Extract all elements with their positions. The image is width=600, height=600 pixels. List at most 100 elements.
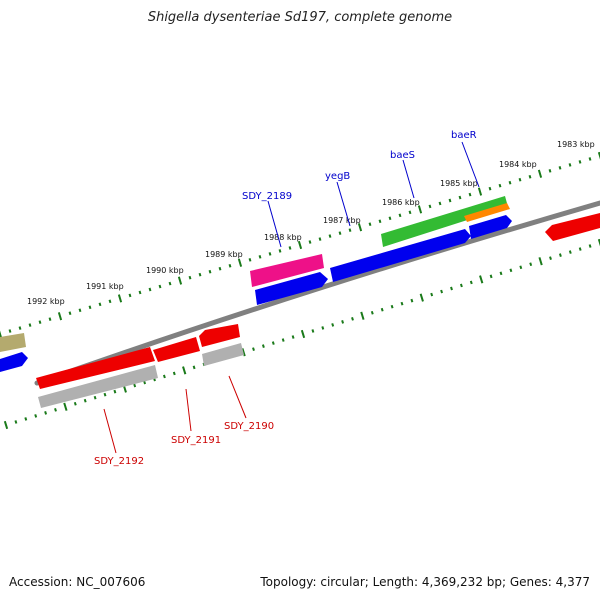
minor-tick bbox=[258, 255, 262, 259]
gene-arrow-blue[interactable] bbox=[255, 272, 328, 305]
major-tick bbox=[63, 402, 68, 411]
minor-tick bbox=[133, 383, 137, 388]
kbp-labels: 1983 kbp 1984 kbp 1985 kbp 1986 kbp 1987… bbox=[27, 140, 595, 306]
minor-tick bbox=[268, 252, 272, 256]
genome-backbone bbox=[34, 200, 600, 386]
minor-tick bbox=[271, 341, 275, 345]
minor-tick bbox=[458, 195, 462, 200]
major-tick bbox=[357, 223, 363, 232]
minor-tick bbox=[368, 222, 372, 227]
gene-arrow-olive[interactable] bbox=[0, 333, 26, 352]
minor-tick bbox=[410, 298, 414, 303]
minor-tick bbox=[148, 287, 152, 292]
gene-label-sdy2191[interactable]: SDY_2191 bbox=[171, 435, 221, 446]
minor-tick bbox=[558, 253, 562, 257]
gene-arrow-red[interactable] bbox=[545, 213, 600, 241]
minor-tick bbox=[228, 263, 232, 268]
minor-tick bbox=[48, 317, 52, 321]
minor-tick bbox=[288, 246, 292, 250]
minor-tick bbox=[549, 256, 552, 260]
gene-label-sdy2190[interactable]: SDY_2190 bbox=[224, 421, 274, 432]
gene-arrow-baer[interactable] bbox=[464, 203, 510, 222]
map-title: Shigella dysenteriae Sd197, complete gen… bbox=[147, 10, 453, 25]
major-tick bbox=[538, 257, 543, 266]
minor-tick bbox=[14, 420, 18, 424]
gene-arrow-sdy2192[interactable] bbox=[36, 347, 155, 389]
minor-tick bbox=[440, 289, 444, 294]
minor-tick bbox=[578, 247, 582, 251]
major-tick bbox=[117, 294, 123, 303]
minor-tick bbox=[38, 320, 42, 324]
kbp-label: 1991 kbp bbox=[86, 282, 124, 291]
gene-label-baer[interactable]: baeR bbox=[451, 130, 477, 141]
major-tick bbox=[537, 169, 543, 178]
minor-tick bbox=[548, 169, 552, 173]
major-tick bbox=[297, 240, 303, 250]
minor-tick bbox=[328, 234, 332, 238]
kbp-label: 1985 kbp bbox=[440, 179, 478, 188]
minor-tick bbox=[208, 269, 212, 274]
gene-arrow-yegb[interactable] bbox=[330, 229, 471, 282]
minor-tick bbox=[54, 408, 57, 412]
gene-label-baes[interactable]: baeS bbox=[390, 150, 415, 161]
gene-arrow-blue[interactable] bbox=[0, 352, 28, 372]
minor-tick bbox=[321, 326, 325, 330]
genome-summary-text: Topology: circular; Length: 4,369,232 bp… bbox=[260, 575, 590, 589]
minor-tick bbox=[291, 335, 295, 339]
minor-tick bbox=[88, 305, 92, 310]
major-tick bbox=[3, 420, 9, 430]
minor-tick bbox=[388, 216, 392, 221]
minor-tick bbox=[380, 307, 384, 312]
gene-labels: baeR baeS yegB SDY_2189 SDY_2190 SDY_219… bbox=[94, 130, 477, 467]
minor-tick bbox=[281, 338, 285, 342]
accession-text: Accession: NC_007606 bbox=[9, 575, 146, 589]
minor-tick bbox=[408, 210, 412, 215]
minor-tick bbox=[578, 160, 582, 164]
major-tick bbox=[597, 238, 600, 247]
gene-arrow-grey[interactable] bbox=[38, 365, 158, 408]
minor-tick bbox=[103, 392, 107, 397]
forward-genes bbox=[0, 196, 512, 372]
minor-tick bbox=[248, 258, 252, 262]
kbp-label: 1987 kbp bbox=[323, 216, 361, 225]
major-tick bbox=[237, 258, 243, 267]
minor-tick bbox=[468, 192, 472, 197]
major-tick bbox=[300, 329, 306, 339]
gene-arrow-sdy2191[interactable] bbox=[153, 337, 200, 362]
minor-tick bbox=[529, 262, 533, 267]
minor-tick bbox=[588, 244, 592, 248]
minor-tick bbox=[162, 374, 166, 379]
minor-tick bbox=[370, 310, 374, 315]
minor-tick bbox=[528, 174, 532, 179]
minor-tick bbox=[93, 395, 97, 400]
gene-label-sdy2192[interactable]: SDY_2192 bbox=[94, 456, 144, 467]
gene-arrow-blue[interactable] bbox=[469, 215, 512, 239]
major-tick bbox=[182, 366, 187, 375]
minor-tick bbox=[509, 268, 513, 273]
minor-tick bbox=[568, 163, 572, 167]
minor-tick bbox=[198, 272, 202, 277]
minor-tick bbox=[428, 204, 432, 209]
minor-tick bbox=[400, 301, 404, 306]
minor-tick bbox=[341, 320, 345, 324]
gene-arrow-baes[interactable] bbox=[381, 196, 508, 247]
gene-arrow-grey[interactable] bbox=[202, 343, 244, 366]
gene-label-yegb[interactable]: yegB bbox=[325, 171, 350, 182]
gene-arrow-sdy2190[interactable] bbox=[199, 324, 240, 347]
major-tick bbox=[419, 293, 424, 302]
minor-tick bbox=[430, 292, 434, 297]
minor-tick bbox=[331, 323, 335, 327]
major-tick bbox=[360, 311, 365, 320]
minor-tick bbox=[508, 180, 512, 185]
inner-tick-ruler bbox=[3, 238, 600, 430]
kbp-label: 1992 kbp bbox=[27, 297, 65, 306]
kbp-label: 1989 kbp bbox=[205, 250, 243, 259]
gene-arrow-sdy2189[interactable] bbox=[250, 254, 324, 287]
minor-tick bbox=[128, 293, 132, 298]
minor-tick bbox=[18, 326, 22, 330]
gene-label-sdy2189[interactable]: SDY_2189 bbox=[242, 191, 292, 202]
minor-tick bbox=[168, 281, 172, 286]
label-callouts bbox=[103, 141, 480, 454]
minor-tick bbox=[24, 417, 28, 421]
